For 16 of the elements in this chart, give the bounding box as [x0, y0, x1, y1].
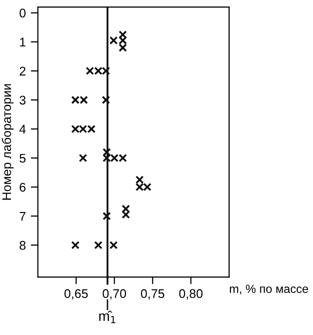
y-tick-label: 6: [20, 182, 26, 192]
y-tick-label: 8: [20, 240, 26, 250]
y-axis-title: Номер лаборатории: [2, 84, 14, 200]
x-tick-label: 0,80: [179, 289, 203, 300]
y-tick-label: 2: [20, 66, 26, 76]
x-axis-title: m, % по массе: [230, 284, 308, 294]
y-tick-label: 7: [20, 212, 26, 221]
x-tick-label: 0,65: [64, 289, 88, 300]
x-tick-label: 0,70: [102, 289, 126, 300]
y-tick-label: 0: [20, 8, 26, 18]
y-tick-label: 1: [20, 38, 26, 46]
x-tick-label: 0,75: [140, 289, 164, 300]
y-tick-label: 4: [19, 124, 26, 134]
y-tick-label: 5: [20, 154, 26, 163]
ref-line-label: m̂$_{1}$: [99, 310, 116, 324]
y-tick-label: 3: [20, 96, 26, 105]
